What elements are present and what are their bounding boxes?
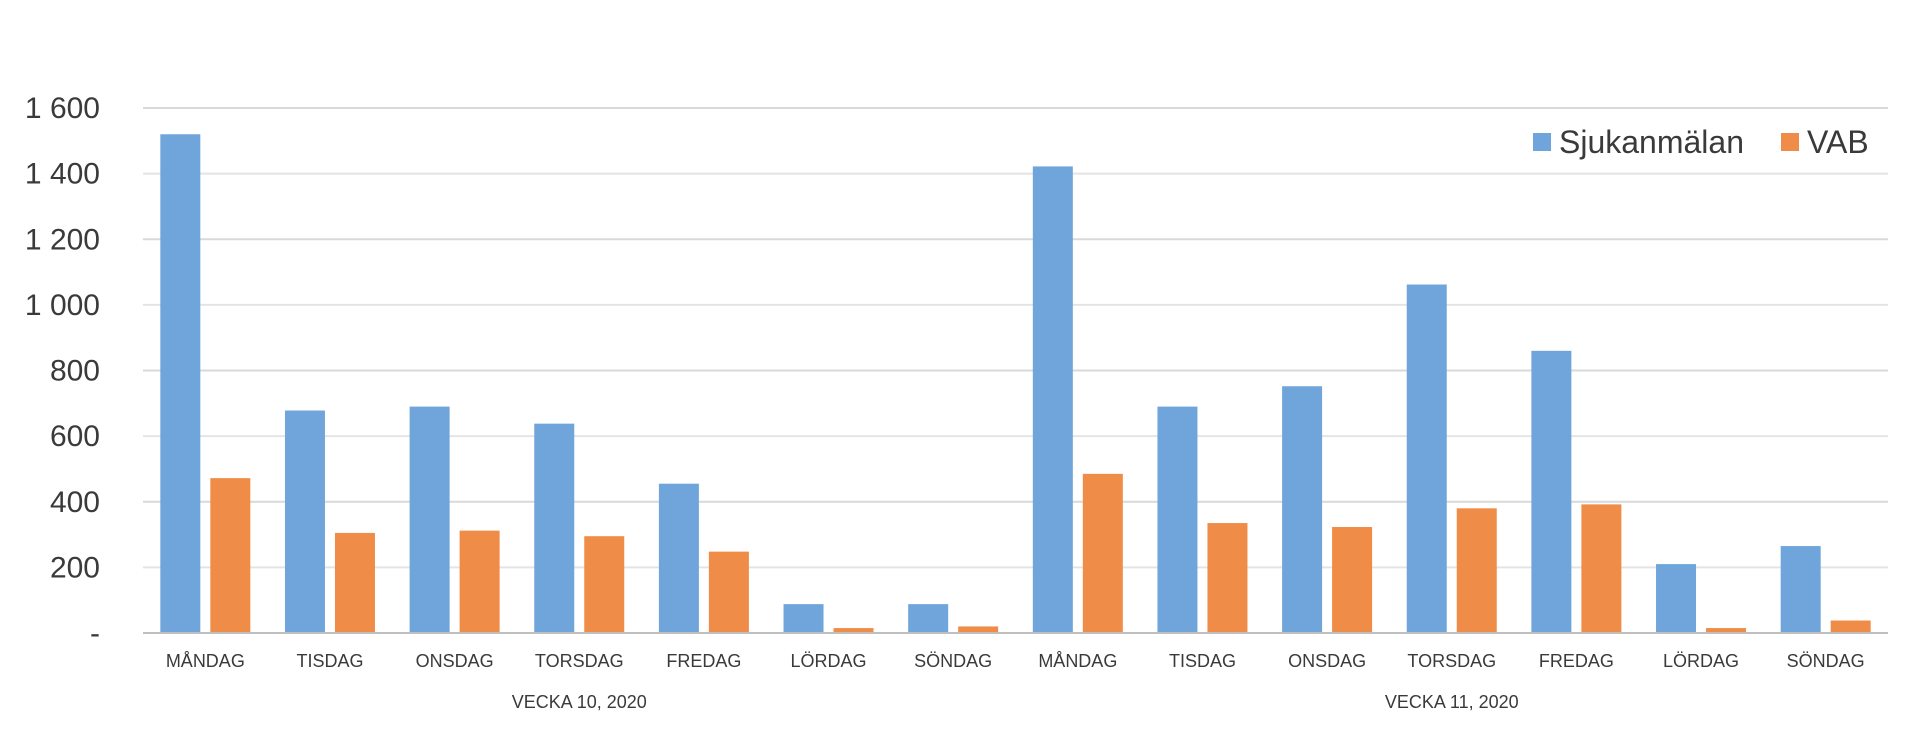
bar-sjukanmalan (1780, 546, 1821, 633)
bar-vab (958, 626, 999, 633)
bar-sjukanmalan (1282, 386, 1323, 633)
legend-label-vab: VAB (1807, 124, 1869, 160)
x-tick-label: TORSDAG (1407, 651, 1496, 671)
bar-vab (210, 478, 251, 633)
bar-sjukanmalan (1531, 350, 1572, 633)
y-axis-ticks: - 200 400 600 800 1 000 1 200 1 400 1 600 (25, 92, 100, 650)
x-tick-label: TISDAG (296, 651, 363, 671)
legend-swatch-vab (1781, 133, 1799, 151)
bar-vab (334, 532, 375, 633)
bar-vab (833, 628, 874, 633)
x-tick-label: LÖRDAG (791, 651, 867, 671)
y-tick-label: 1 400 (25, 158, 100, 191)
legend-swatch-sjukanmalan (1533, 133, 1551, 151)
x-group-label: VECKA 10, 2020 (512, 692, 647, 712)
bar-vab (1207, 523, 1248, 633)
bars (160, 134, 1871, 633)
legend-label-sjukanmalan: Sjukanmälan (1559, 124, 1744, 160)
x-tick-label: FREDAG (666, 651, 741, 671)
y-tick-label: 1 000 (25, 289, 100, 322)
bar-vab (1706, 628, 1747, 633)
x-tick-label: LÖRDAG (1663, 651, 1739, 671)
bar-sjukanmalan (160, 134, 201, 633)
legend: Sjukanmälan VAB (1533, 124, 1869, 160)
bar-sjukanmalan (658, 483, 699, 633)
bar-sjukanmalan (284, 410, 325, 633)
bar-sjukanmalan (908, 604, 949, 633)
bar-sjukanmalan (409, 406, 450, 633)
x-tick-label: ONSDAG (1288, 651, 1366, 671)
y-tick-label: 1 200 (25, 223, 100, 256)
x-group-label: VECKA 11, 2020 (1385, 692, 1519, 712)
bar-sjukanmalan (783, 604, 824, 633)
bar-vab (1581, 504, 1622, 633)
bar-sjukanmalan (534, 423, 575, 633)
bar-sjukanmalan (1406, 284, 1447, 633)
gridlines (143, 107, 1888, 569)
x-tick-label: TISDAG (1169, 651, 1236, 671)
x-axis-ticks: MÅNDAG TISDAG ONSDAG TORSDAG FREDAG LÖRDAG SÖN… (166, 651, 1865, 671)
bar-vab (1082, 473, 1123, 633)
bar-vab (1456, 508, 1497, 633)
x-tick-label: MÅNDAG (1038, 651, 1117, 671)
bar-vab (584, 536, 625, 633)
x-tick-label: SÖNDAG (1787, 651, 1865, 671)
bar-vab (459, 530, 500, 633)
bar-sjukanmalan (1157, 406, 1198, 633)
x-tick-label: FREDAG (1539, 651, 1614, 671)
y-tick-label: 600 (50, 420, 100, 453)
bar-vab (1830, 620, 1871, 633)
bar-sjukanmalan (1032, 166, 1073, 633)
bar-vab (708, 551, 749, 633)
y-tick-label: 200 (50, 551, 100, 584)
x-tick-label: ONSDAG (416, 651, 494, 671)
y-tick-label: 800 (50, 355, 100, 388)
y-tick-label: - (90, 617, 100, 650)
x-tick-label: MÅNDAG (166, 651, 245, 671)
x-tick-label: SÖNDAG (914, 651, 992, 671)
x-axis-groups: VECKA 10, 2020 VECKA 11, 2020 (512, 692, 1519, 712)
y-tick-label: 400 (50, 486, 100, 519)
y-tick-label: 1 600 (25, 92, 100, 125)
x-tick-label: TORSDAG (535, 651, 624, 671)
bar-sjukanmalan (1656, 564, 1697, 633)
bar-vab (1332, 527, 1373, 633)
